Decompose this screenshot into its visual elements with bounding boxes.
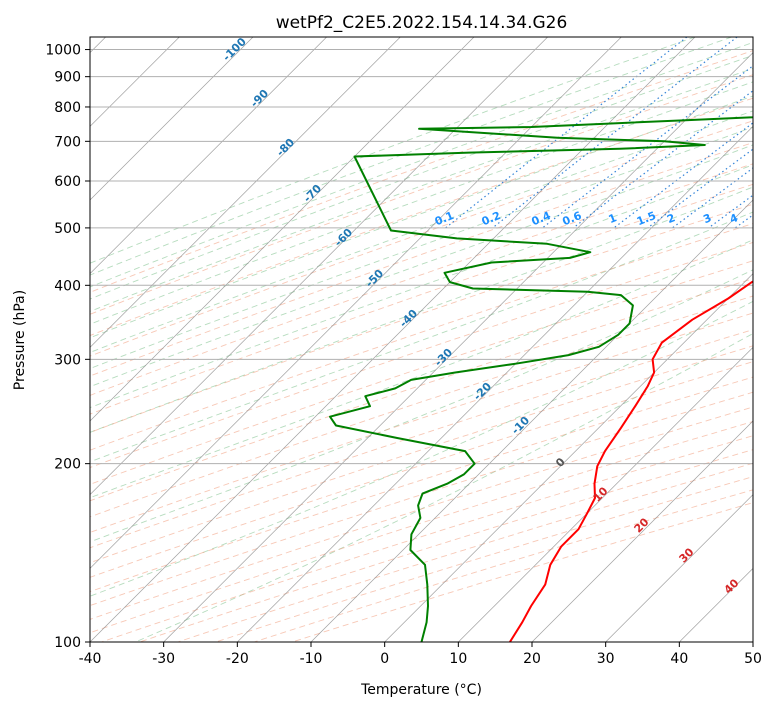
- pressure-gridlines: [90, 49, 753, 642]
- dry-adiabat-line: [90, 329, 753, 549]
- plot-frame: [89, 36, 754, 643]
- dry-adiabat-line: [90, 97, 753, 337]
- temperature-profile-line: [509, 280, 753, 642]
- mixing-ratio-line: [647, 148, 753, 229]
- moist-adiabat-line: [90, 144, 753, 388]
- moist-adiabat-line: [90, 126, 753, 370]
- moist-adiabat-line: [90, 54, 753, 300]
- y-tick-label: 800: [54, 100, 81, 116]
- isotherm-line: [384, 273, 753, 642]
- isotherm-line: [90, 37, 622, 569]
- plot-background: [90, 37, 753, 642]
- x-axis-label: Temperature (°C): [360, 682, 482, 698]
- isotherm-line: [90, 37, 696, 642]
- chart-title: wetPf2_C2E5.2022.154.14.34.G26: [276, 13, 568, 33]
- isotherm-line: [605, 494, 753, 642]
- mixing-ratio-line: [445, 37, 688, 229]
- moist-adiabat-line: [90, 67, 753, 312]
- dry-adiabat-line: [90, 50, 753, 293]
- dry-adiabat-line: [90, 142, 753, 377]
- y-tick-label: 700: [54, 134, 81, 150]
- moist-adiabat-line: [90, 110, 753, 353]
- dewpoint-profile-line: [329, 116, 753, 642]
- moist-adiabat-line: [90, 37, 732, 276]
- x-axis-ticks: -40 -30 -20 -10 0 10 20 30 40 50: [79, 642, 762, 667]
- isotherm-line: [90, 37, 475, 422]
- mixing-ratio-line: [492, 37, 738, 229]
- mixing-ratio-lines: [445, 37, 753, 229]
- dry-adiabat-line: [90, 183, 753, 415]
- isotherm-line: [90, 37, 254, 201]
- moist-adiabat-line: [90, 37, 696, 264]
- x-tick-label: 0: [380, 651, 389, 667]
- moist-adiabat-line: [90, 81, 753, 325]
- isotherm-line: [237, 125, 753, 642]
- y-tick-label: 400: [54, 278, 81, 294]
- y-axis-ticks: 100 200 300 400 500 600 700 800 900 1000: [45, 43, 90, 651]
- skewed-isotherms: [90, 37, 753, 642]
- mixing-ratio-label: 2: [665, 211, 677, 226]
- y-tick-label: 600: [54, 174, 81, 190]
- plot-area: -100-90-80-70-60-50-40-30-20-100.1 0.2 0.4…: [90, 37, 753, 642]
- isotherm-line: [90, 37, 401, 348]
- y-tick-label: 100: [54, 635, 81, 651]
- y-tick-label: 900: [54, 70, 81, 86]
- moist-adiabat-line: [90, 211, 753, 463]
- y-tick-label: 1000: [45, 43, 81, 59]
- x-tick-label: 20: [523, 651, 541, 667]
- dry-adiabat-line: [90, 223, 753, 451]
- moist-adiabat-line: [90, 186, 753, 433]
- dry-adiabat-line: [90, 391, 753, 607]
- x-tick-label: -40: [79, 651, 102, 667]
- dry-adiabat-line: [90, 278, 753, 502]
- mixing-ratio-label: 3: [701, 211, 713, 226]
- moist-adiabat-line: [90, 164, 753, 409]
- x-tick-label: -30: [152, 651, 175, 667]
- y-axis-label: Pressure (hPa): [12, 290, 28, 390]
- mixing-ratio-line: [672, 167, 753, 229]
- moist-adiabats: [90, 37, 753, 642]
- isotherm-line: [90, 37, 548, 496]
- x-tick-label: 30: [597, 651, 615, 667]
- dry-adiabat-line: [90, 361, 753, 578]
- x-tick-label: 50: [744, 651, 762, 667]
- x-tick-label: 40: [670, 651, 688, 667]
- mixing-ratio-label: 1: [607, 211, 619, 226]
- dry-adiabat-line: [90, 74, 753, 315]
- y-tick-label: 200: [54, 457, 81, 473]
- moist-adiabat-line: [90, 95, 753, 339]
- dry-adiabat-line: [90, 312, 753, 533]
- isotherm-line: [458, 346, 753, 642]
- y-tick-label: 300: [54, 352, 81, 368]
- x-tick-label: -10: [300, 651, 323, 667]
- dry-adiabat-line: [90, 163, 753, 396]
- y-tick-label: 500: [54, 221, 81, 237]
- x-tick-label: 10: [449, 651, 467, 667]
- profile-lines: [329, 116, 753, 642]
- isotherm-line: [531, 420, 753, 642]
- isotherm-line: [90, 37, 327, 275]
- isotherm-line: [163, 52, 753, 642]
- mixing-ratio-line: [572, 89, 753, 229]
- x-tick-label: -20: [226, 651, 249, 667]
